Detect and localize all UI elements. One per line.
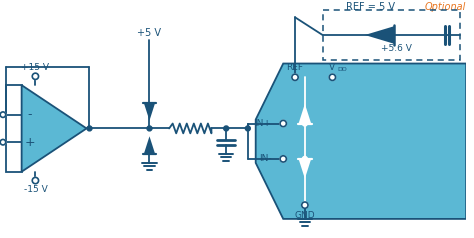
Text: IN-: IN- <box>259 154 272 164</box>
Text: REF = 5 V: REF = 5 V <box>346 2 395 12</box>
Circle shape <box>0 112 6 117</box>
Circle shape <box>302 121 307 126</box>
Text: IN+: IN+ <box>255 119 272 128</box>
Polygon shape <box>22 85 87 172</box>
Polygon shape <box>365 26 394 44</box>
Polygon shape <box>255 64 466 219</box>
Bar <box>6 85 22 172</box>
Text: GND: GND <box>294 211 315 220</box>
Text: -: - <box>27 108 32 121</box>
Text: +15 V: +15 V <box>21 63 49 72</box>
Circle shape <box>0 139 6 145</box>
Circle shape <box>292 74 298 80</box>
Text: DD: DD <box>337 67 347 72</box>
Circle shape <box>32 73 38 79</box>
Circle shape <box>87 126 92 131</box>
Circle shape <box>329 74 336 80</box>
Circle shape <box>147 126 152 131</box>
Text: Optional: Optional <box>425 2 466 12</box>
Polygon shape <box>299 159 311 178</box>
Text: +5.6 V: +5.6 V <box>381 44 412 53</box>
Circle shape <box>280 120 286 127</box>
Bar <box>323 10 460 60</box>
Text: V: V <box>329 63 336 72</box>
Polygon shape <box>144 103 155 121</box>
Text: -15 V: -15 V <box>24 185 47 194</box>
Circle shape <box>280 156 286 162</box>
Text: REF: REF <box>286 63 303 72</box>
Text: +: + <box>24 136 35 149</box>
Circle shape <box>32 177 38 184</box>
Circle shape <box>246 126 250 131</box>
Circle shape <box>224 126 228 131</box>
Circle shape <box>302 156 307 161</box>
Polygon shape <box>144 136 155 154</box>
Circle shape <box>302 202 308 208</box>
Text: +5 V: +5 V <box>137 28 162 38</box>
Polygon shape <box>299 104 311 124</box>
